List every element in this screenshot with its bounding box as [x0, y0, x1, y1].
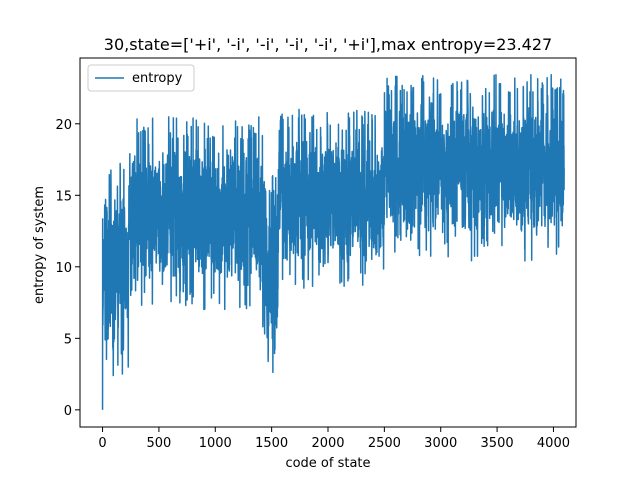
x-axis-label: code of state — [285, 456, 370, 471]
legend-box — [87, 64, 195, 92]
y-tick-label: 5 — [64, 332, 72, 347]
y-tick-label: 20 — [55, 118, 72, 133]
legend: entropy — [87, 64, 195, 92]
x-tick-label: 2000 — [311, 436, 344, 451]
y-axis: 0 5 10 15 20 — [55, 118, 80, 419]
x-tick-label: 4000 — [537, 436, 570, 451]
x-tick-label: 1000 — [199, 436, 232, 451]
legend-label: entropy — [132, 71, 183, 86]
x-tick-label: 2500 — [368, 436, 401, 451]
entropy-series-line — [101, 74, 565, 410]
y-axis-label: entropy of system — [32, 186, 47, 304]
x-axis: 0 500 1000 1500 2000 2500 3000 3500 4000 — [98, 427, 570, 451]
x-tick-label: 0 — [98, 436, 106, 451]
x-tick-label: 500 — [146, 436, 171, 451]
x-tick-label: 3000 — [424, 436, 457, 451]
x-tick-label: 1500 — [255, 436, 288, 451]
chart-title: 30,state=['+i', '-i', '-i', '-i', '-i', … — [104, 35, 552, 54]
y-tick-label: 15 — [55, 189, 72, 204]
y-tick-label: 0 — [64, 404, 72, 419]
x-tick-label: 3500 — [481, 436, 514, 451]
y-tick-label: 10 — [55, 261, 72, 276]
